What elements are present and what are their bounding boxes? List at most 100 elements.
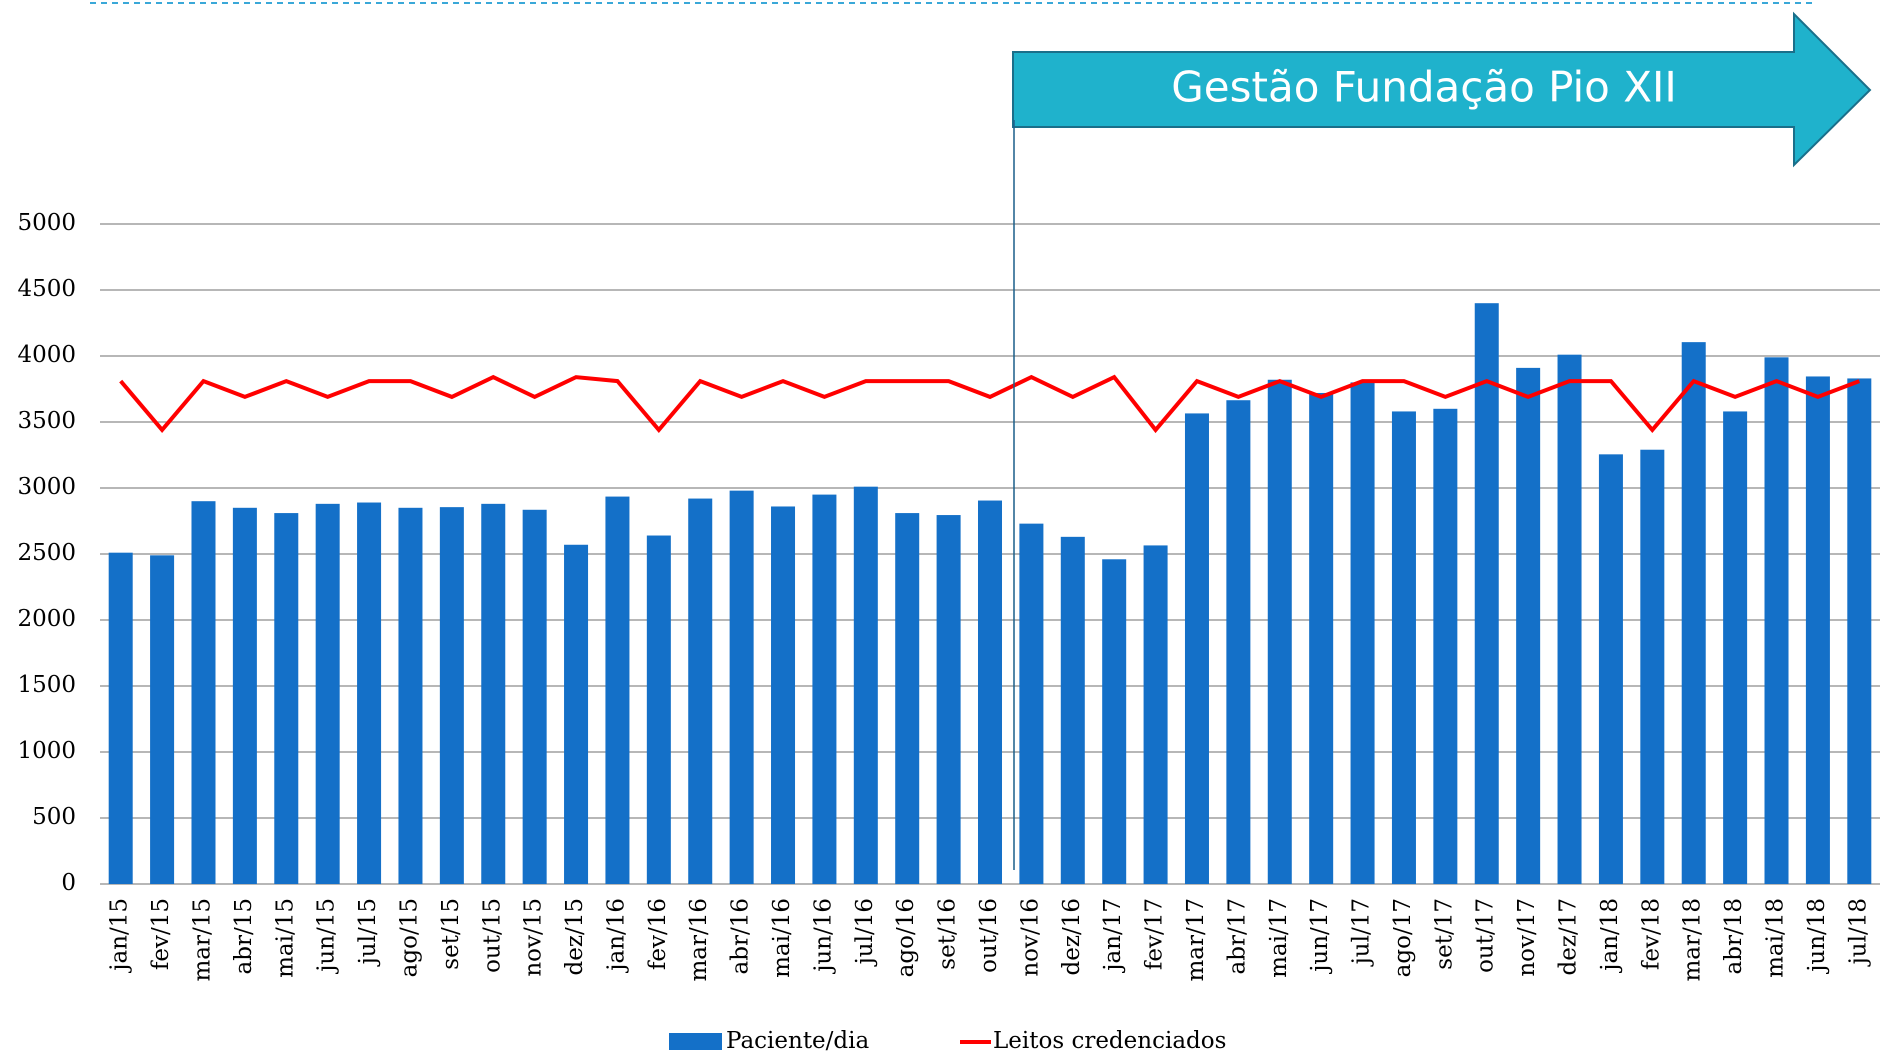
banner-arrow bbox=[1012, 11, 1872, 168]
bar bbox=[232, 507, 257, 884]
bar bbox=[729, 490, 754, 884]
x-tick-label: dez/17 bbox=[1556, 898, 1582, 975]
bar bbox=[191, 501, 216, 884]
y-tick-label: 500 bbox=[32, 804, 76, 830]
x-tick-label: mar/15 bbox=[189, 898, 215, 982]
bar bbox=[1640, 449, 1665, 884]
y-tick-label: 2500 bbox=[17, 540, 76, 566]
x-tick-label: nov/15 bbox=[521, 898, 547, 977]
bar bbox=[646, 535, 671, 884]
bar bbox=[853, 486, 878, 884]
bar bbox=[1226, 400, 1251, 884]
x-tick-label: jun/18 bbox=[1804, 898, 1830, 975]
bar bbox=[439, 507, 464, 884]
x-tick-label: jun/16 bbox=[810, 898, 836, 975]
x-tick-label: ago/17 bbox=[1390, 898, 1416, 977]
x-tick-label: dez/16 bbox=[1059, 898, 1085, 975]
legend-label: Paciente/dia bbox=[726, 1028, 869, 1054]
x-tick-label: abr/17 bbox=[1224, 898, 1250, 974]
y-tick-label: 0 bbox=[61, 870, 76, 896]
bar bbox=[315, 503, 340, 884]
bar bbox=[522, 509, 547, 884]
x-tick-label: mai/18 bbox=[1763, 898, 1789, 978]
y-tick-label: 3000 bbox=[17, 474, 76, 500]
y-tick-label: 2000 bbox=[17, 606, 76, 632]
x-tick-label: mai/16 bbox=[769, 898, 795, 978]
x-tick-label: mar/18 bbox=[1680, 898, 1706, 982]
x-tick-label: jan/17 bbox=[1100, 898, 1126, 974]
bar bbox=[1474, 303, 1499, 884]
x-tick-label: fev/16 bbox=[645, 898, 671, 970]
x-tick-label: fev/18 bbox=[1638, 898, 1664, 970]
x-tick-label: ago/15 bbox=[396, 898, 422, 977]
x-tick-label: jan/15 bbox=[107, 898, 133, 974]
x-tick-label: jan/18 bbox=[1597, 898, 1623, 974]
y-tick-label: 3500 bbox=[17, 408, 76, 434]
bar bbox=[1805, 376, 1830, 884]
x-tick-label: jun/17 bbox=[1307, 898, 1333, 975]
plot: 0 500 1000 1500 2000 2500 3000 3500 4000 4500 5000… bbox=[17, 210, 1880, 982]
x-tick-label: abr/15 bbox=[231, 898, 257, 974]
bar bbox=[1433, 408, 1458, 884]
y-tick-label: 4500 bbox=[17, 276, 76, 302]
legend-swatch bbox=[669, 1033, 722, 1050]
x-tick-label: set/17 bbox=[1431, 898, 1457, 970]
x-tick-label: ago/16 bbox=[893, 898, 919, 977]
x-tick-label: out/15 bbox=[479, 898, 505, 973]
bar bbox=[1184, 413, 1209, 884]
x-tick-label: fev/15 bbox=[148, 898, 174, 970]
line bbox=[119, 374, 1861, 434]
x-tick-label: jul/18 bbox=[1845, 898, 1871, 967]
x-tick-label: jun/15 bbox=[314, 898, 340, 975]
x-tick-label: out/17 bbox=[1473, 898, 1499, 973]
bar bbox=[1847, 378, 1872, 884]
x-tick-label: jul/15 bbox=[355, 898, 381, 967]
bar bbox=[150, 555, 175, 884]
x-tick-label: nov/17 bbox=[1514, 898, 1540, 977]
x-tick-label: jan/16 bbox=[603, 898, 629, 974]
bar bbox=[1681, 342, 1706, 884]
bar bbox=[564, 544, 589, 884]
bar bbox=[1764, 357, 1789, 884]
bar bbox=[1516, 367, 1541, 884]
bar bbox=[1019, 523, 1044, 884]
y-tick-label: 4000 bbox=[17, 342, 76, 368]
bar bbox=[274, 513, 299, 884]
y-tick-label: 1000 bbox=[17, 738, 76, 764]
bar bbox=[481, 503, 506, 884]
bar bbox=[1557, 354, 1582, 884]
bar bbox=[1267, 379, 1292, 884]
bar bbox=[398, 507, 423, 884]
x-tick-label: abr/18 bbox=[1721, 898, 1747, 974]
x-tick-label: mai/15 bbox=[272, 898, 298, 978]
banner-text: Gestão Fundação Pio XII bbox=[1171, 63, 1677, 112]
x-tick-label: abr/16 bbox=[728, 898, 754, 974]
bar bbox=[1060, 536, 1085, 884]
y-tick-label: 5000 bbox=[17, 210, 76, 236]
bar bbox=[895, 513, 920, 884]
bar bbox=[1598, 454, 1623, 884]
bar bbox=[1102, 559, 1127, 884]
x-tick-label: set/15 bbox=[438, 898, 464, 970]
x-tick-label: jul/16 bbox=[852, 898, 878, 967]
bar bbox=[688, 498, 713, 884]
bar bbox=[357, 502, 382, 884]
x-tick-label: nov/16 bbox=[1017, 898, 1043, 977]
bar bbox=[977, 500, 1003, 884]
bar bbox=[936, 515, 961, 884]
x-tick-label: mar/16 bbox=[686, 898, 712, 982]
bar bbox=[605, 496, 630, 884]
x-tick-label: set/16 bbox=[935, 898, 961, 970]
bar bbox=[812, 494, 837, 884]
x-tick-label: dez/15 bbox=[562, 898, 588, 975]
x-tick-label: mar/17 bbox=[1183, 898, 1209, 982]
bar bbox=[1309, 392, 1334, 884]
bar bbox=[108, 552, 133, 884]
x-tick-label: fev/17 bbox=[1142, 898, 1168, 970]
legend-label: Leitos credenciados bbox=[993, 1028, 1226, 1054]
y-tick-label: 1500 bbox=[17, 672, 76, 698]
bar bbox=[1723, 411, 1748, 884]
bar bbox=[1350, 382, 1375, 884]
x-tick-label: mai/17 bbox=[1266, 898, 1292, 978]
